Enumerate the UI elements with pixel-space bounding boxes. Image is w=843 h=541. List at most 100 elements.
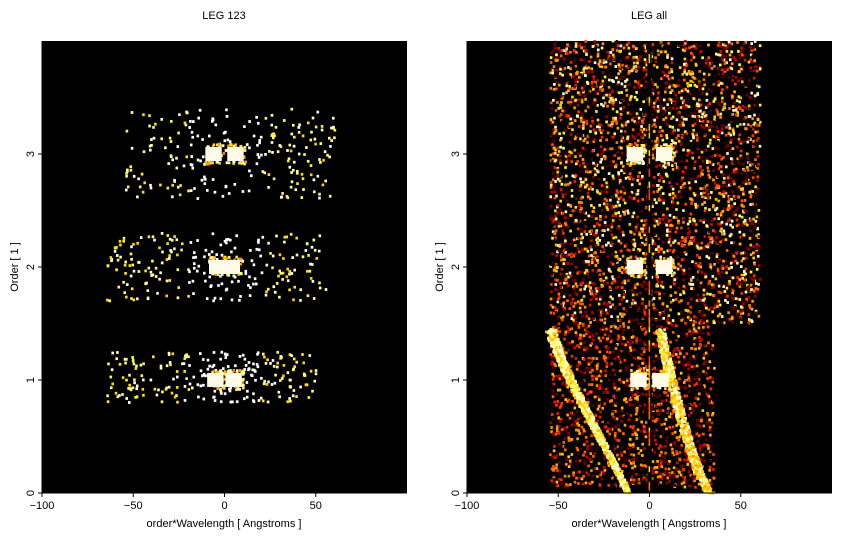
heatmap-cell — [616, 119, 619, 123]
heatmap-cell — [628, 459, 631, 463]
heatmap-cell — [700, 314, 704, 318]
heatmap-cell — [564, 301, 568, 305]
heatmap-cell — [675, 452, 679, 456]
heatmap-cell — [573, 85, 576, 89]
heatmap-cell — [624, 176, 628, 180]
heatmap-cell — [558, 132, 561, 136]
heatmap-cell — [726, 144, 730, 147]
heatmap-cell — [631, 128, 635, 132]
heatmap-cell — [721, 72, 725, 76]
heatmap-cell — [560, 188, 563, 191]
heatmap-cell — [608, 78, 611, 82]
heatmap-cell — [223, 377, 227, 381]
heatmap-cell — [125, 129, 129, 133]
heatmap-cell — [699, 167, 702, 170]
heatmap-cell — [631, 134, 634, 138]
heatmap-cell — [633, 386, 637, 390]
heatmap-cell — [741, 109, 744, 112]
heatmap-cell — [631, 466, 634, 470]
heatmap-cell — [671, 319, 675, 322]
heatmap-cell — [252, 134, 256, 138]
heatmap-cell — [601, 42, 605, 46]
heatmap-cell — [578, 470, 581, 474]
heatmap-cell — [707, 256, 711, 260]
heatmap-cell — [137, 270, 141, 273]
heatmap-cell — [582, 57, 586, 61]
heatmap-cell — [611, 174, 615, 178]
heatmap-cell — [708, 64, 712, 68]
heatmap-cell — [645, 457, 649, 461]
heatmap-cell — [679, 464, 683, 468]
heatmap-cell — [554, 236, 557, 240]
heatmap-cell — [751, 54, 755, 58]
heatmap-cell — [599, 310, 603, 313]
heatmap-cell — [662, 118, 665, 121]
heatmap-cell — [306, 269, 309, 273]
heatmap-cell — [642, 127, 646, 131]
heatmap-cell — [651, 242, 654, 245]
heatmap-cell — [556, 146, 560, 150]
heatmap-cell — [300, 196, 304, 199]
heatmap-cell — [748, 182, 751, 185]
heatmap-cell — [273, 381, 277, 385]
heatmap-cell — [722, 285, 725, 288]
heatmap-cell — [564, 293, 568, 296]
heatmap-cell — [238, 355, 242, 358]
heatmap-cell — [256, 365, 260, 369]
heatmap-cell — [573, 106, 576, 110]
heatmap-cell — [754, 225, 757, 229]
heatmap-cell — [625, 273, 628, 277]
heatmap-cell — [620, 249, 623, 253]
heatmap-cell — [593, 40, 596, 44]
heatmap-cell — [696, 118, 699, 122]
heatmap-cell — [266, 358, 269, 362]
heatmap-cell — [590, 290, 593, 293]
heatmap-cell — [559, 285, 562, 289]
heatmap-cell — [603, 221, 607, 224]
heatmap-cell — [739, 96, 743, 100]
heatmap-cell — [579, 169, 583, 173]
heatmap-cell — [295, 253, 299, 257]
heatmap-cell — [577, 260, 580, 264]
heatmap-cell — [584, 64, 588, 68]
heatmap-cell — [712, 205, 715, 209]
heatmap-cell — [688, 403, 691, 407]
heatmap-cell — [669, 228, 672, 231]
heatmap-cell — [591, 169, 595, 172]
heatmap-cell — [699, 265, 702, 269]
heatmap-cell — [758, 64, 761, 68]
heatmap-cell — [695, 77, 698, 81]
heatmap-cell — [686, 302, 690, 305]
heatmap-cell — [561, 278, 564, 281]
heatmap-cell — [686, 222, 690, 226]
heatmap-cell — [629, 452, 633, 456]
heatmap-cell — [557, 244, 560, 247]
heatmap-cell — [593, 233, 597, 237]
heatmap-cell — [604, 65, 607, 69]
heatmap-cell — [694, 347, 697, 351]
heatmap-cell — [556, 211, 559, 215]
heatmap-cell — [168, 136, 172, 140]
heatmap-cell — [632, 437, 636, 441]
heatmap-cell — [691, 283, 695, 286]
heatmap-cell — [717, 53, 720, 57]
heatmap-cell — [755, 243, 759, 246]
heatmap-cell — [637, 47, 641, 51]
heatmap-cell — [720, 82, 724, 85]
heatmap-cell — [670, 172, 674, 176]
heatmap-cell — [193, 251, 196, 254]
heatmap-cell — [551, 403, 554, 407]
heatmap-cell — [200, 178, 204, 182]
heatmap-cell — [218, 161, 221, 165]
heatmap-cell — [689, 282, 692, 286]
heatmap-cell — [292, 357, 296, 361]
heatmap-cell — [171, 352, 175, 356]
heatmap-cell — [578, 43, 582, 46]
heatmap-cell — [561, 193, 565, 197]
heatmap-cell — [644, 282, 648, 286]
heatmap-cell — [720, 321, 724, 325]
heatmap-cell — [290, 107, 294, 111]
heatmap-cell — [691, 70, 694, 74]
heatmap-cell — [657, 95, 660, 98]
heatmap-cell — [590, 229, 593, 233]
